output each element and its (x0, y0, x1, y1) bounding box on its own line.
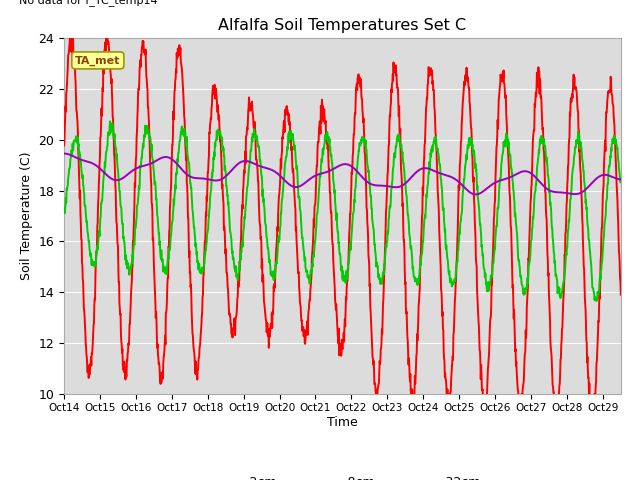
Legend: -2cm, -8cm, -32cm: -2cm, -8cm, -32cm (199, 471, 486, 480)
Text: No data for f_TC_temp14: No data for f_TC_temp14 (19, 0, 158, 6)
Title: Alfalfa Soil Temperatures Set C: Alfalfa Soil Temperatures Set C (218, 18, 467, 33)
Text: TA_met: TA_met (75, 55, 120, 66)
Y-axis label: Soil Temperature (C): Soil Temperature (C) (20, 152, 33, 280)
X-axis label: Time: Time (327, 416, 358, 429)
